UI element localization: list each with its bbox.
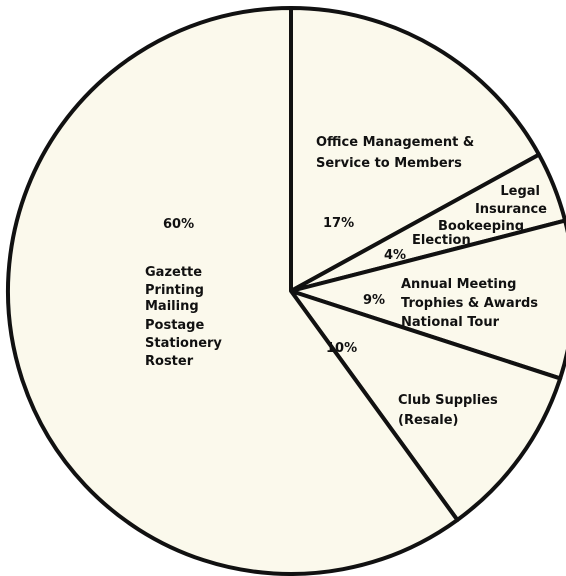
slice-9-label-line-1: Annual Meeting [401, 277, 516, 292]
slice-60-label-line-1: Gazette [145, 265, 202, 280]
slice-17-label-line-2: Service to Members [316, 156, 462, 171]
slice-4-label-line-2: Insurance [475, 202, 547, 217]
slice-60-label-line-4: Postage [145, 318, 204, 333]
slice-60-label-line-3: Mailing [145, 299, 199, 314]
slice-10-label-line-2: (Resale) [398, 413, 459, 428]
slice-10-label-line-1: Club Supplies [398, 393, 498, 408]
pie-slice-9pct [289, 218, 566, 381]
slice-9-label-line-3: National Tour [401, 315, 500, 330]
slice-17-label-line-1: Office Management & [316, 135, 474, 150]
slice-4-label-line-1: Legal [500, 184, 540, 199]
slice-4-label-line-4: Election [412, 233, 471, 248]
slice-10-percent: 10% [326, 341, 357, 356]
slice-4-label-line-3: Bookeeping [438, 219, 524, 234]
pie-slice-10pct [289, 289, 563, 522]
pie-slices [5, 6, 566, 576]
slice-60-label-line-6: Roster [145, 354, 194, 369]
pie-slice-60pct [5, 6, 460, 576]
slice-60-label-line-2: Printing [145, 283, 204, 298]
slice-9-label-line-2: Trophies & Awards [401, 296, 538, 311]
slice-60-label-line-5: Stationery [145, 336, 222, 351]
slice-60-percent: 60% [163, 217, 194, 232]
slice-9-percent: 9% [363, 293, 385, 308]
slice-4-percent: 4% [384, 248, 406, 263]
pie-slice-17pct [289, 6, 541, 293]
slice-17-percent: 17% [323, 216, 354, 231]
